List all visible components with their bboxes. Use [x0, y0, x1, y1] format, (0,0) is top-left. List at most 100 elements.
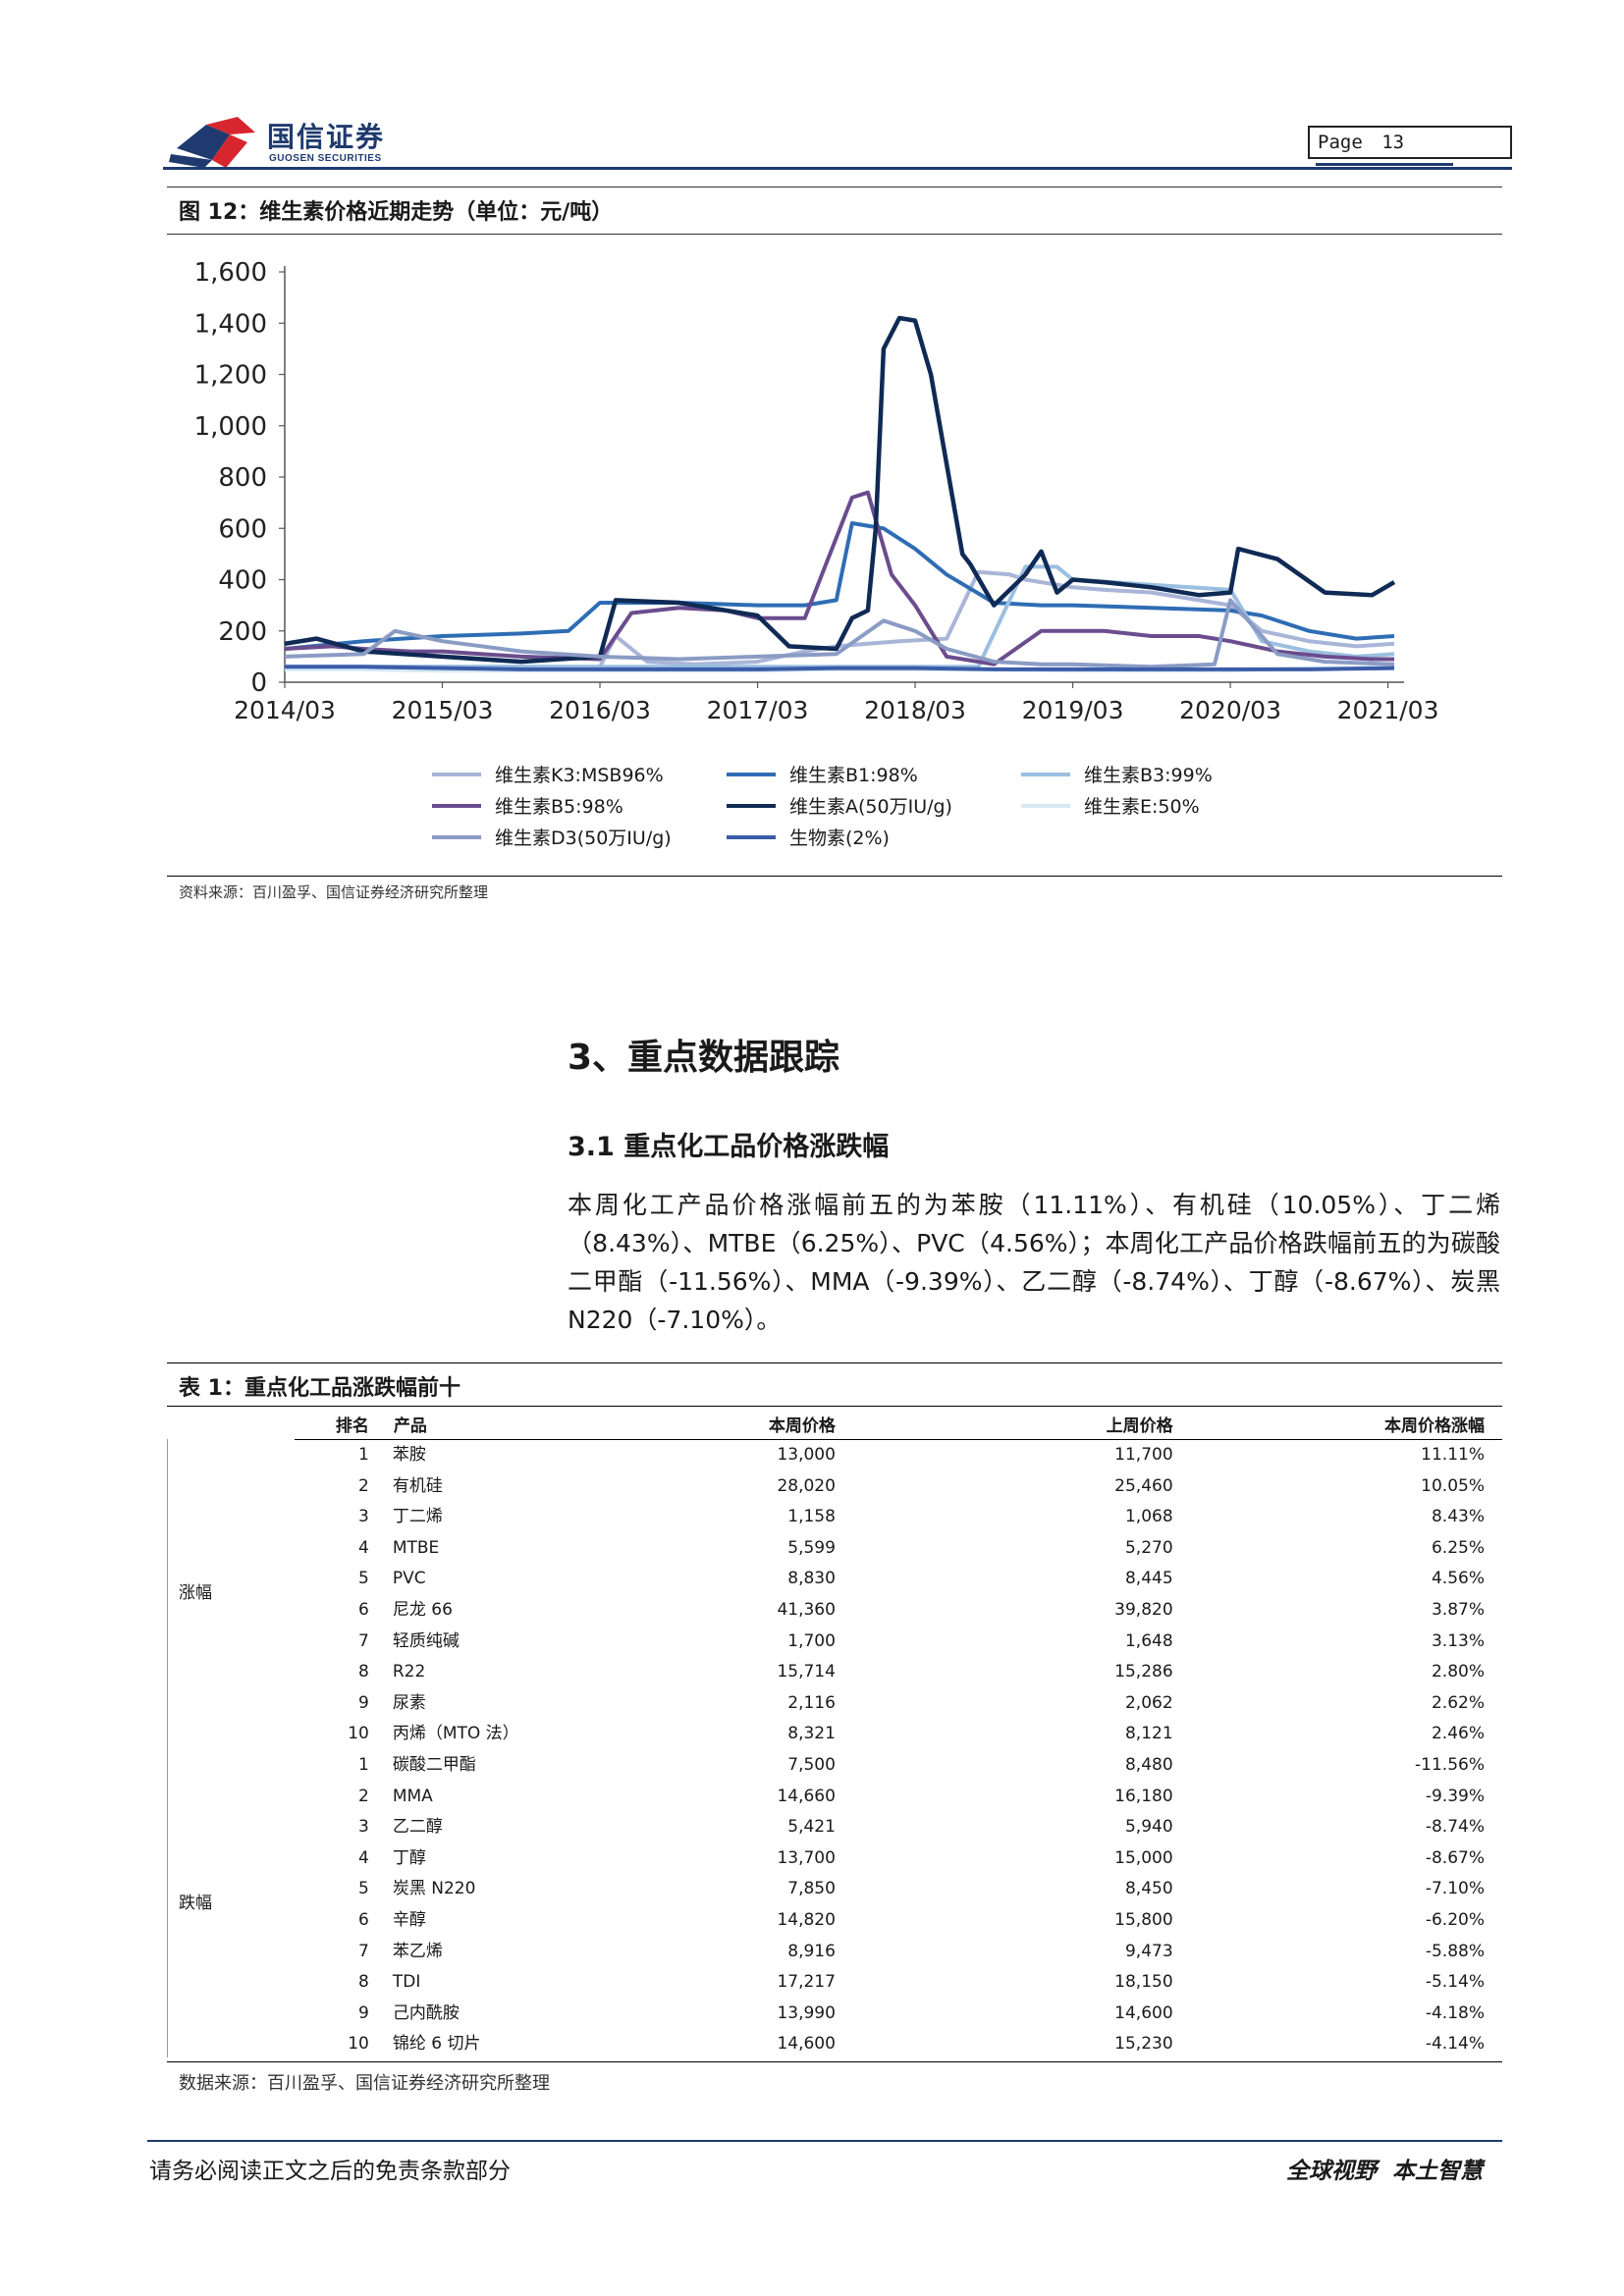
header-change: 本周价格涨幅 — [1384, 1415, 1485, 1436]
table-row: 3 乙二醇 5,421 5,940 -8.74% — [295, 1812, 1502, 1843]
this-week-cell: 15,714 — [777, 1662, 836, 1682]
legend-label: 维生素K3:MSB96% — [495, 765, 664, 786]
last-week-cell: 1,068 — [1124, 1507, 1173, 1527]
series-line — [284, 490, 1394, 667]
product-cell: 碳酸二甲酯 — [392, 1754, 476, 1775]
table-row: 3 丁二烯 1,158 1,068 8.43% — [295, 1502, 1502, 1533]
logo-text: 国信证券 — [267, 121, 386, 153]
rank-cell: 9 — [358, 2002, 369, 2023]
this-week-cell: 13,000 — [777, 1445, 836, 1465]
product-cell: 丁二烯 — [392, 1507, 443, 1527]
change-cell: -4.14% — [1425, 2034, 1485, 2055]
price-change-table: 排名 产品 本周价格 上周价格 本周价格涨幅 1 苯胺 13,000 11,700 11… — [295, 1408, 1502, 2060]
logo-subtext: GUOSEN SECURITIES — [269, 153, 382, 164]
last-week-cell: 1,648 — [1124, 1630, 1173, 1651]
last-week-cell: 18,150 — [1114, 1972, 1173, 1993]
rank-cell: 3 — [358, 1507, 369, 1527]
product-cell: R22 — [392, 1662, 426, 1682]
table-row: 5 炭黑 N220 7,850 8,450 -7.10% — [295, 1874, 1502, 1905]
table-row: 1 碳酸二甲酯 7,500 8,480 -11.56% — [295, 1750, 1502, 1782]
rank-cell: 2 — [358, 1786, 369, 1806]
table-row: 6 尼龙 66 41,360 39,820 3.87% — [295, 1595, 1502, 1627]
last-week-cell: 25,460 — [1114, 1475, 1173, 1496]
table-row: 8 TDI 17,217 18,150 -5.14% — [295, 1967, 1502, 1999]
page-number: 13 — [1381, 132, 1405, 153]
legend-swatch — [432, 803, 481, 808]
table-row: 7 轻质纯碱 1,700 1,648 3.13% — [295, 1627, 1502, 1658]
legend-item: 维生素E:50% — [1021, 792, 1200, 819]
table-body: 1 苯胺 13,000 11,700 11.11% 2 有机硅 28,020 25,460 10.… — [295, 1440, 1502, 2060]
this-week-cell: 5,421 — [787, 1817, 836, 1838]
x-tick-label: 2021/03 — [1337, 696, 1439, 724]
last-week-cell: 2,062 — [1124, 1692, 1173, 1713]
legend-label: 维生素B5:98% — [495, 796, 623, 818]
figure-bottom-rule — [167, 876, 1502, 877]
legend-item: 生物素(2%) — [727, 824, 890, 850]
product-cell: 己内酰胺 — [392, 2002, 460, 2023]
this-week-cell: 7,500 — [787, 1754, 836, 1775]
last-week-cell: 15,230 — [1114, 2034, 1173, 2055]
last-week-cell: 15,800 — [1114, 1909, 1173, 1930]
product-cell: 轻质纯碱 — [392, 1630, 460, 1651]
this-week-cell: 14,660 — [777, 1786, 836, 1806]
last-week-cell: 15,286 — [1114, 1662, 1173, 1682]
table-title: 表 1：重点化工品涨跌幅前十 — [179, 1376, 460, 1401]
x-tick-label: 2015/03 — [392, 696, 494, 724]
legend-label: 维生素E:50% — [1084, 796, 1200, 818]
this-week-cell: 28,020 — [777, 1475, 836, 1496]
rank-cell: 6 — [358, 1909, 369, 1930]
rank-cell: 7 — [358, 1630, 369, 1651]
y-tick-label: 1,200 — [194, 361, 267, 391]
table-title-rule — [167, 1406, 1502, 1407]
legend-label: 维生素A(50万IU/g) — [789, 796, 952, 818]
table-row: 7 苯乙烯 8,916 9,473 -5.88% — [295, 1937, 1502, 1968]
change-cell: -5.88% — [1425, 1941, 1485, 1961]
header-this-week: 本周价格 — [768, 1415, 836, 1436]
rank-cell: 10 — [348, 2034, 369, 2055]
this-week-cell: 7,850 — [787, 1879, 836, 1899]
table-row: 2 有机硅 28,020 25,460 10.05% — [295, 1471, 1502, 1503]
last-week-cell: 8,121 — [1124, 1724, 1173, 1744]
x-tick-label: 2019/03 — [1022, 696, 1124, 724]
series-line — [284, 315, 1396, 665]
product-cell: 苯胺 — [392, 1445, 426, 1465]
table-row: 9 尿素 2,116 2,062 2.62% — [295, 1688, 1502, 1720]
page-label: Page — [1318, 132, 1363, 153]
table-source: 数据来源：百川盈孚、国信证券经济研究所整理 — [179, 2073, 550, 2094]
x-tick-label: 2014/03 — [234, 696, 336, 724]
legend-swatch — [432, 834, 481, 839]
this-week-cell: 8,916 — [787, 1941, 836, 1961]
series-line — [284, 598, 1395, 669]
this-week-cell: 41,360 — [777, 1599, 836, 1620]
table-row: 9 己内酰胺 13,990 14,600 -4.18% — [295, 1999, 1502, 2030]
x-tick-label: 2018/03 — [864, 696, 966, 724]
last-week-cell: 11,700 — [1114, 1445, 1173, 1465]
last-week-cell: 15,000 — [1114, 1847, 1173, 1868]
this-week-cell: 14,600 — [777, 2034, 836, 2055]
change-cell: 3.87% — [1431, 1599, 1485, 1620]
series-line — [285, 665, 1395, 671]
product-cell: PVC — [392, 1569, 426, 1589]
table-row: 4 MTBE 5,599 5,270 6.25% — [295, 1533, 1502, 1565]
y-tick-label: 800 — [218, 463, 267, 493]
chart-legend: 维生素K3:MSB96% 维生素B1:98% 维生素B3:99% 维生素B5:98% 维… — [432, 761, 1316, 859]
table-row: 10 丙烯（MTO 法） 8,321 8,121 2.46% — [295, 1719, 1502, 1750]
y-tick-label: 400 — [218, 566, 267, 596]
change-cell: 6.25% — [1431, 1537, 1485, 1558]
product-cell: 锦纶 6 切片 — [392, 2034, 481, 2055]
legend-swatch — [1021, 772, 1070, 776]
body-paragraph: 本周化工产品价格涨幅前五的为苯胺（11.11%）、有机硅（10.05%）、丁二烯… — [568, 1191, 1500, 1334]
subsection-title: 3.1 重点化工品价格涨跌幅 — [568, 1132, 890, 1162]
change-cell: 2.46% — [1431, 1724, 1485, 1744]
change-cell: -11.56% — [1415, 1754, 1485, 1775]
product-cell: 炭黑 N220 — [392, 1879, 476, 1899]
last-week-cell: 8,450 — [1124, 1879, 1173, 1899]
change-cell: 10.05% — [1421, 1475, 1485, 1496]
footer-rule — [147, 2140, 1502, 2142]
change-cell: 4.56% — [1431, 1569, 1485, 1589]
header-rule-accent — [1316, 163, 1453, 166]
product-cell: 丁醇 — [392, 1847, 426, 1868]
table-left-rule — [167, 1439, 168, 2057]
legend-swatch — [432, 772, 481, 776]
product-cell: 丙烯（MTO 法） — [392, 1724, 519, 1744]
